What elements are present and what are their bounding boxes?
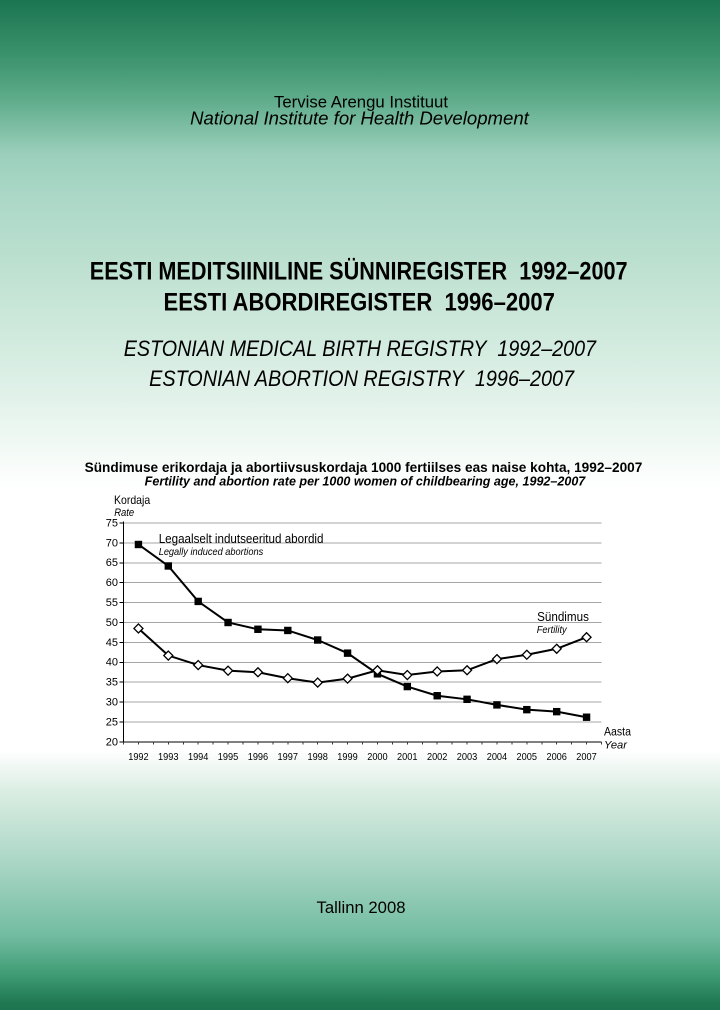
svg-text:2004: 2004 xyxy=(487,751,508,763)
svg-text:2002: 2002 xyxy=(427,751,448,763)
svg-text:40: 40 xyxy=(106,657,118,669)
svg-text:1996: 1996 xyxy=(248,751,269,763)
svg-text:65: 65 xyxy=(106,557,118,569)
svg-text:1995: 1995 xyxy=(218,751,239,763)
svg-text:70: 70 xyxy=(106,537,118,549)
svg-text:Sündimus: Sündimus xyxy=(537,609,589,624)
svg-text:EESTI ABORDIREGISTER 1996–200: EESTI ABORDIREGISTER 1996–2007 xyxy=(164,288,555,316)
svg-text:25: 25 xyxy=(106,716,118,728)
svg-text:National Institute for Health: National Institute for Health Developmen… xyxy=(190,109,530,129)
svg-text:1999: 1999 xyxy=(337,751,358,763)
svg-text:Tervise Arengu Instituut: Tervise Arengu Instituut xyxy=(274,94,448,112)
svg-text:1993: 1993 xyxy=(158,751,179,763)
svg-text:Fertility and abortion rate pe: Fertility and abortion rate per 1000 wom… xyxy=(145,475,587,489)
svg-text:75: 75 xyxy=(106,517,118,529)
svg-text:Year: Year xyxy=(604,740,628,752)
svg-text:Kordaja: Kordaja xyxy=(114,493,150,507)
svg-text:Fertility: Fertility xyxy=(537,624,568,636)
svg-text:Aasta: Aasta xyxy=(604,726,632,738)
svg-text:1994: 1994 xyxy=(188,751,209,763)
svg-text:45: 45 xyxy=(106,637,118,649)
svg-text:Rate: Rate xyxy=(114,507,134,519)
svg-text:2003: 2003 xyxy=(457,751,478,763)
svg-text:35: 35 xyxy=(106,677,118,689)
svg-text:2007: 2007 xyxy=(576,751,597,763)
svg-text:1997: 1997 xyxy=(278,751,299,763)
svg-text:Legaalselt indutseeritud abord: Legaalselt indutseeritud abordid xyxy=(159,531,324,546)
svg-text:Tallinn 2008: Tallinn 2008 xyxy=(317,898,406,917)
svg-text:EESTI MEDITSIINILINE SÜNNIREGI: EESTI MEDITSIINILINE SÜNNIREGISTER 1992–… xyxy=(90,257,628,286)
svg-text:1998: 1998 xyxy=(307,751,328,763)
svg-text:Sündimuse erikordaja ja aborti: Sündimuse erikordaja ja abortiivsuskorda… xyxy=(85,460,643,475)
svg-text:2000: 2000 xyxy=(367,751,388,763)
svg-text:1992: 1992 xyxy=(128,751,149,763)
svg-text:30: 30 xyxy=(106,697,118,709)
svg-text:ESTONIAN ABORTION REGISTRY 19: ESTONIAN ABORTION REGISTRY 1996–2007 xyxy=(149,366,575,391)
svg-text:55: 55 xyxy=(106,597,118,609)
svg-text:2001: 2001 xyxy=(397,751,418,763)
svg-text:2005: 2005 xyxy=(517,751,538,763)
svg-text:50: 50 xyxy=(106,617,118,629)
svg-text:ESTONIAN MEDICAL BIRTH REGISTR: ESTONIAN MEDICAL BIRTH REGISTRY 1992–200… xyxy=(124,336,598,361)
svg-text:2006: 2006 xyxy=(546,751,567,763)
svg-text:20: 20 xyxy=(106,736,118,748)
svg-text:60: 60 xyxy=(106,577,118,589)
svg-text:Legally induced abortions: Legally induced abortions xyxy=(159,546,264,558)
